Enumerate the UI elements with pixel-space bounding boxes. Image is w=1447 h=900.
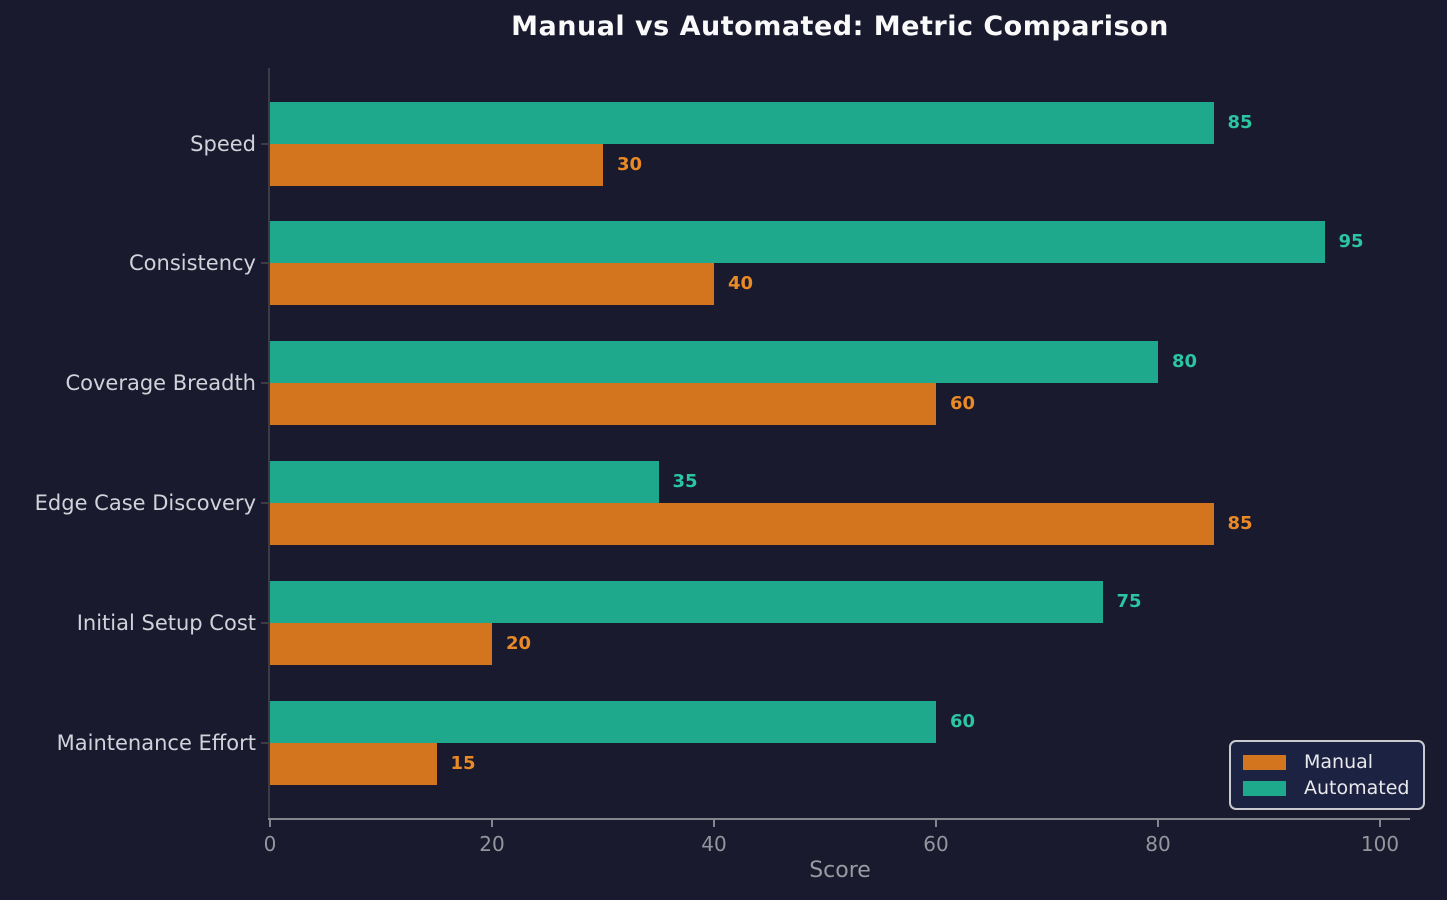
bar-manual-speed [270,143,603,186]
legend: Manual Automated [1229,740,1425,810]
legend-label-automated: Automated [1304,777,1410,799]
x-tick-label-60: 60 [923,832,949,856]
x-tick-mark-80 [1157,820,1159,827]
category-label-consistency: Consistency [129,251,256,276]
x-axis-line [268,818,1410,820]
bar-manual-initial-setup-cost [270,622,492,665]
x-tick-mark-60 [935,820,937,827]
y-tick-consistency [261,262,268,265]
y-axis-category-labels: Speed Consistency Coverage Breadth Edge Cas… [0,68,256,818]
value-label-automated-coverage-breadth: 80 [1172,351,1198,373]
value-label-manual-coverage-breadth: 60 [950,393,976,415]
legend-label-manual: Manual [1304,751,1374,773]
category-label-initial-setup-cost: Initial Setup Cost [76,610,256,635]
category-label-speed: Speed [190,131,256,156]
bar-automated-coverage-breadth [270,341,1158,384]
bar-automated-maintenance-effort [270,700,936,743]
legend-swatch-manual-icon [1243,754,1286,770]
legend-item-manual: Manual [1243,750,1411,774]
chart-title: Manual vs Automated: Metric Comparison [511,11,1169,42]
y-tick-initial-setup-cost [261,621,268,624]
x-tick-label-20: 20 [479,832,505,856]
x-tick-label-100: 100 [1360,832,1400,856]
value-label-manual-initial-setup-cost: 20 [506,632,532,654]
value-label-automated-consistency: 95 [1338,231,1364,253]
bar-manual-maintenance-effort [270,742,437,785]
x-tick-mark-0 [269,820,271,827]
x-tick-label-40: 40 [701,832,727,856]
category-label-maintenance-effort: Maintenance Effort [56,730,256,755]
x-tick-mark-40 [713,820,715,827]
legend-swatch-automated-icon [1243,780,1286,796]
y-axis-line [268,68,270,820]
bar-automated-speed [270,101,1214,144]
y-tick-speed [261,142,268,145]
bar-automated-initial-setup-cost [270,580,1103,623]
bar-automated-consistency [270,221,1325,264]
y-tick-maintenance-effort [261,741,268,744]
value-label-automated-maintenance-effort: 60 [950,710,976,732]
value-label-automated-edge-case-discovery: 35 [672,471,698,492]
legend-item-automated: Automated [1243,776,1411,800]
bar-manual-coverage-breadth [270,383,936,426]
value-label-manual-maintenance-effort: 15 [450,752,476,774]
value-label-automated-initial-setup-cost: 75 [1116,590,1142,612]
x-tick-label-80: 80 [1145,832,1171,856]
value-label-manual-consistency: 40 [728,273,754,295]
x-tick-label-0: 0 [263,832,277,856]
value-label-automated-speed: 85 [1227,111,1253,133]
category-label-coverage-breadth: Coverage Breadth [65,371,256,396]
x-tick-mark-20 [491,820,493,827]
y-tick-coverage-breadth [261,382,268,385]
category-label-edge-case-discovery: Edge Case Discovery [34,491,256,515]
value-label-manual-speed: 30 [617,153,643,175]
y-tick-edge-case-discovery [261,502,268,504]
bar-automated-edge-case-discovery [270,461,659,503]
value-label-manual-edge-case-discovery: 85 [1227,513,1253,534]
bar-manual-consistency [270,263,714,306]
x-axis-title: Score [809,858,871,883]
x-tick-mark-100 [1379,820,1381,827]
plot-area: 85 30 95 40 80 60 35 85 75 20 60 15 0 20 40 60 80 100 [261,68,1410,856]
bar-manual-edge-case-discovery [270,503,1214,545]
